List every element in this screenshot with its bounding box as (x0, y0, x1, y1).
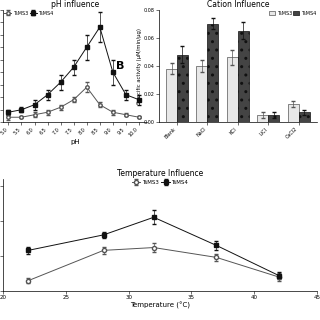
Bar (177, 55, 188, 122)
Bar (268, 115, 279, 122)
Bar (207, 24, 218, 122)
Bar (257, 115, 268, 122)
Legend: TsMS3, TsMS4: TsMS3, TsMS4 (269, 11, 316, 16)
Bar (166, 69, 177, 122)
Title: pH influence: pH influence (51, 0, 99, 9)
Bar (227, 58, 238, 122)
X-axis label: pH: pH (70, 139, 80, 145)
Bar (238, 31, 249, 122)
Y-axis label: Specific activity (μM/min/μg): Specific activity (μM/min/μg) (137, 28, 142, 104)
X-axis label: Temperature (°C): Temperature (°C) (130, 302, 190, 309)
Legend: TsMS3, TsMS4: TsMS3, TsMS4 (132, 180, 188, 185)
Legend: TsMS3, TsMS4: TsMS3, TsMS4 (4, 11, 54, 16)
Bar (288, 104, 299, 122)
Title: Cation Influence: Cation Influence (207, 0, 269, 9)
Text: B: B (116, 61, 124, 71)
Bar (299, 112, 310, 122)
Title: Temperature Influence: Temperature Influence (117, 169, 203, 178)
Bar (196, 66, 207, 122)
